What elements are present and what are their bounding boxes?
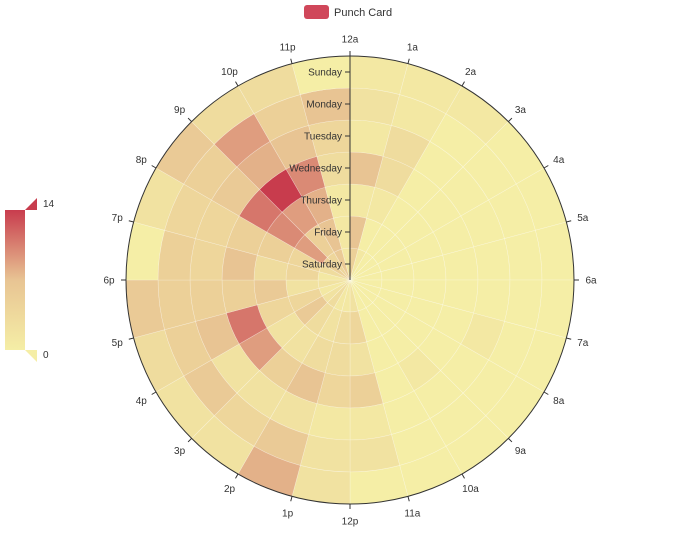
hour-label: 10a bbox=[462, 484, 479, 495]
hour-tick bbox=[128, 220, 134, 223]
visual-map[interactable]: 14 0 bbox=[5, 198, 55, 362]
hour-tick bbox=[235, 81, 239, 87]
hour-tick bbox=[566, 337, 572, 340]
day-label: Wednesday bbox=[289, 164, 342, 175]
hour-label: 5a bbox=[577, 213, 589, 224]
legend[interactable]: Punch Card bbox=[304, 5, 392, 19]
hour-label: 9p bbox=[174, 105, 186, 116]
hour-tick bbox=[128, 337, 134, 340]
hour-label: 11a bbox=[404, 508, 420, 519]
hour-tick bbox=[235, 473, 239, 479]
hour-tick bbox=[151, 165, 157, 169]
hour-label: 5p bbox=[112, 338, 124, 349]
day-label: Saturday bbox=[302, 260, 342, 271]
hour-tick bbox=[187, 117, 192, 122]
hour-label: 10p bbox=[221, 67, 238, 78]
hour-tick bbox=[407, 496, 410, 502]
heatmap-cell[interactable] bbox=[349, 434, 401, 473]
hour-label: 12p bbox=[342, 517, 359, 528]
visual-map-min-label: 0 bbox=[43, 350, 49, 361]
hour-tick bbox=[543, 391, 549, 395]
legend-label: Punch Card bbox=[334, 7, 392, 19]
heatmap-cell[interactable] bbox=[299, 434, 351, 473]
hour-tick bbox=[508, 438, 513, 443]
hour-label: 3p bbox=[174, 446, 186, 457]
hour-label: 2p bbox=[224, 484, 236, 495]
heatmap-cells bbox=[125, 55, 575, 505]
hour-label: 8a bbox=[553, 396, 565, 407]
day-label: Thursday bbox=[300, 196, 342, 207]
hour-tick bbox=[187, 438, 192, 443]
day-label: Tuesday bbox=[304, 132, 342, 143]
heatmap-cell[interactable] bbox=[504, 229, 543, 281]
hour-label: 7a bbox=[577, 338, 589, 349]
hour-tick bbox=[290, 58, 293, 64]
hour-label: 4a bbox=[553, 155, 565, 166]
heatmap-cell[interactable] bbox=[157, 229, 196, 281]
radial-axis: Sunday Monday Tuesday Wednesday Thursday Frid… bbox=[289, 56, 351, 280]
hour-label: 2a bbox=[465, 67, 477, 78]
heatmap-cell[interactable] bbox=[349, 87, 401, 126]
legend-swatch bbox=[304, 5, 329, 19]
hour-label: 11p bbox=[280, 43, 296, 54]
visual-map-max-label: 14 bbox=[43, 199, 55, 210]
day-label: Sunday bbox=[308, 68, 342, 79]
hour-label: 8p bbox=[136, 155, 148, 166]
heatmap-cell[interactable] bbox=[157, 279, 196, 331]
hour-label: 12a bbox=[342, 35, 359, 46]
hour-label: 1a bbox=[407, 43, 419, 54]
hour-tick bbox=[290, 496, 293, 502]
hour-label: 4p bbox=[136, 396, 148, 407]
visual-map-max-handle[interactable] bbox=[25, 198, 37, 210]
hour-tick bbox=[566, 220, 572, 223]
hour-label: 1p bbox=[282, 508, 294, 519]
day-label: Friday bbox=[314, 228, 342, 239]
visual-map-min-handle[interactable] bbox=[25, 350, 37, 362]
hour-label: 6a bbox=[585, 276, 597, 287]
angle-axis: 12a 1a 2a 3a 4a 5a 6a 7a 8a 9a 10a 11a 12p 1p 2p 3p 4p 5p… bbox=[103, 35, 597, 528]
hour-label: 7p bbox=[112, 213, 124, 224]
hour-tick bbox=[151, 391, 157, 395]
visual-map-bar[interactable] bbox=[5, 210, 25, 350]
hour-label: 3a bbox=[515, 105, 527, 116]
hour-tick bbox=[461, 473, 465, 479]
hour-label: 9a bbox=[515, 446, 527, 457]
hour-label: 6p bbox=[103, 276, 115, 287]
heatmap-cell[interactable] bbox=[504, 279, 543, 331]
day-label: Monday bbox=[306, 100, 342, 111]
hour-tick bbox=[508, 117, 513, 122]
hour-tick bbox=[461, 81, 465, 87]
hour-tick bbox=[407, 58, 410, 64]
hour-tick bbox=[543, 165, 549, 169]
